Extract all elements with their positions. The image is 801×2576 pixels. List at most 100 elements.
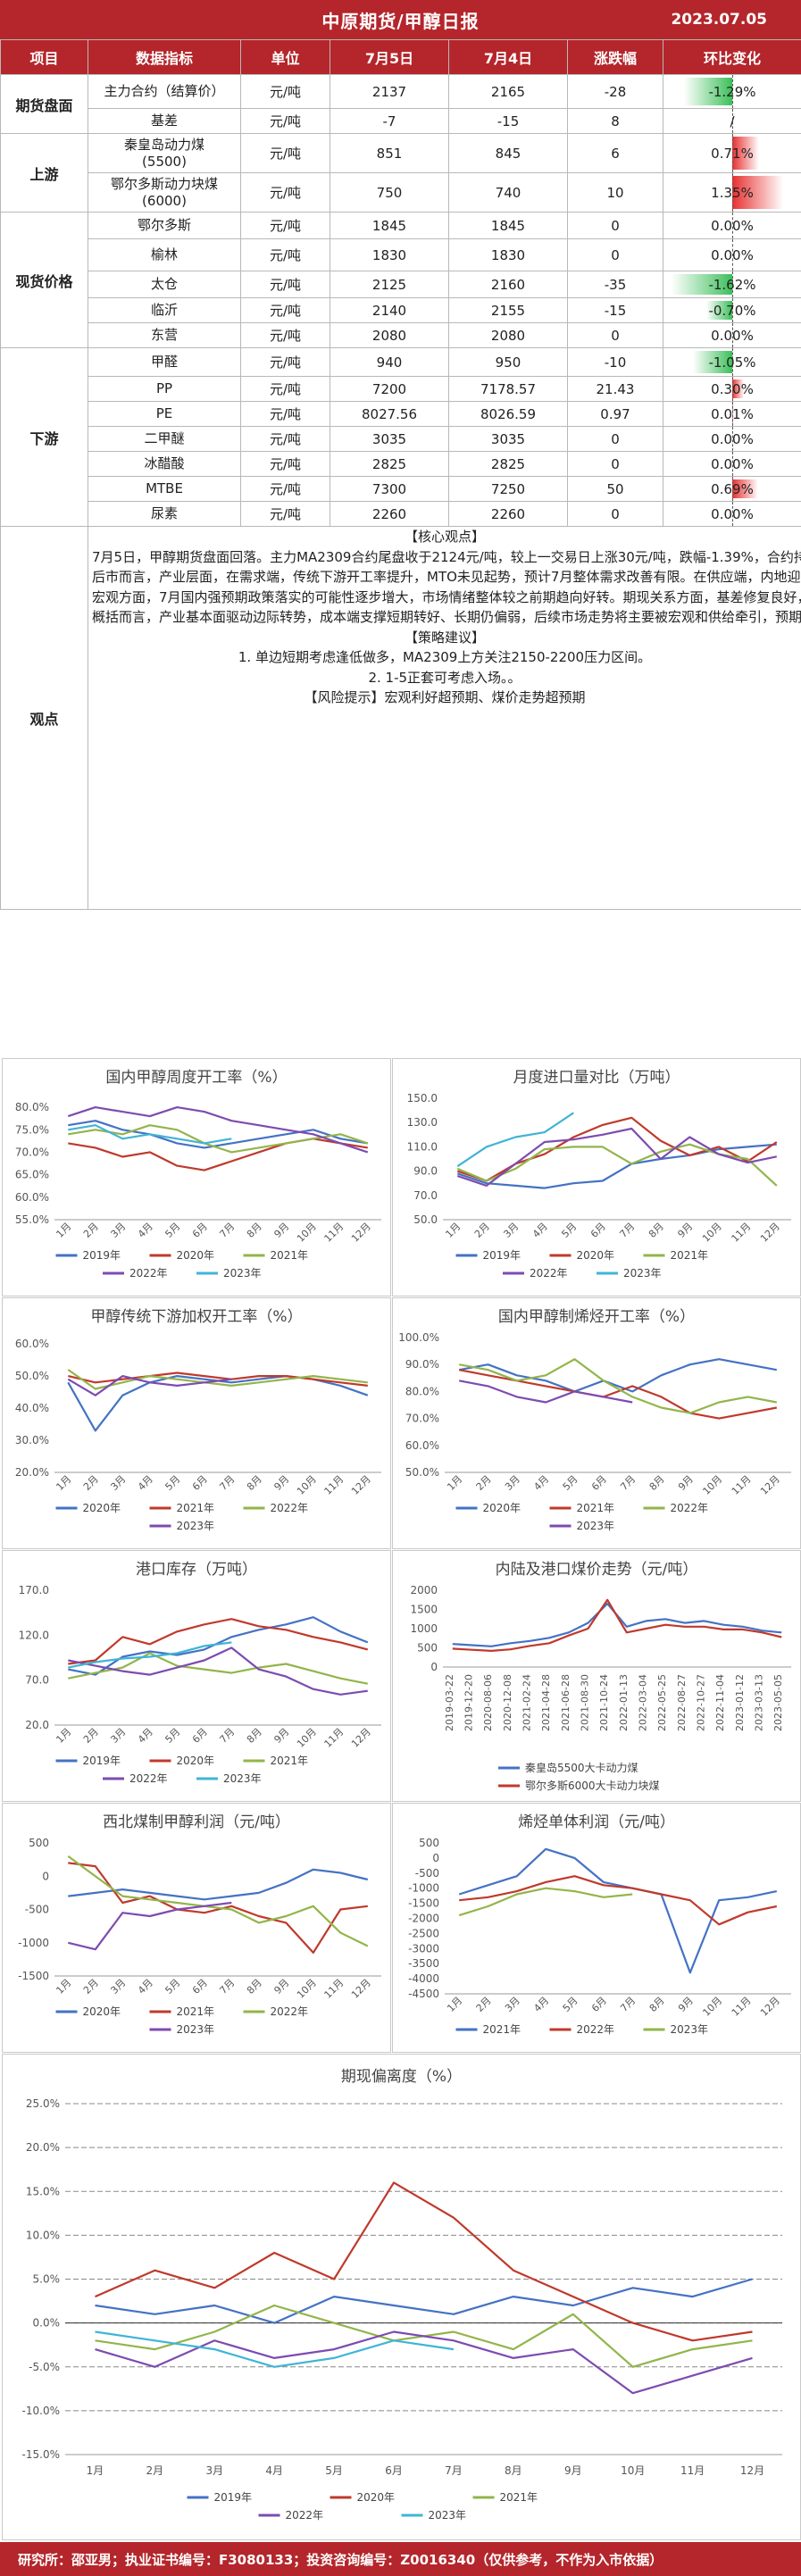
y-tick-label: -4000 [408,1972,439,1985]
table-row: 二甲醚 元/吨 3035 3035 0 0.00% [1,426,801,452]
cell-chg: 8 [567,108,663,134]
series-line [95,2330,455,2368]
series-line [68,1652,369,1685]
y-tick-label: -3000 [408,1942,439,1955]
x-tick-label: 8月 [505,2464,522,2477]
cell-d1: 2260 [330,501,449,527]
x-tick-label: 2021-04-28 [540,1674,552,1731]
legend-label: 2023年 [577,1520,615,1532]
axis-line [732,502,733,526]
y-tick-label: 15.0% [26,2185,60,2197]
y-tick-label: 80.0% [15,1101,49,1113]
x-tick-label: 7月 [217,1221,237,1240]
cell-name: 基差 [88,108,241,134]
cell-unit: 元/吨 [240,451,330,477]
y-tick-label: 50.0 [413,1213,438,1226]
x-tick-label: 2020-08-06 [482,1674,494,1731]
series-line [452,1602,782,1647]
y-tick-label: 130.0 [407,1116,438,1129]
cell-d1: 7200 [330,376,449,402]
y-tick-label: -2500 [408,1927,439,1939]
axis-line [732,75,733,108]
y-tick-label: 500 [29,1837,49,1849]
x-tick-label: 3月 [108,1977,128,1997]
x-tick-label: 11月 [730,1473,754,1497]
legend-label: 2020年 [83,1502,121,1514]
legend-label: 秦皇岛5500大卡动力煤 [525,1761,638,1774]
y-tick-label: 500 [417,1642,438,1655]
table-row: 下游 甲醛 元/吨 940 950 -10 -1.05% [0,347,801,527]
x-tick-label: 5月 [163,1977,182,1997]
x-tick-label: 10月 [700,1221,724,1245]
chart-title: 期现偏离度（%） [341,2068,462,2086]
series-line [68,1124,232,1145]
cell-chg: -35 [567,271,663,298]
table-row: MTBE 元/吨 7300 7250 50 0.69% [1,476,801,502]
legend-label: 2022年 [286,2509,324,2522]
x-tick-label: 9月 [675,1221,695,1240]
legend-label: 2023年 [223,1267,262,1280]
pct-label: 0.71% [711,145,754,162]
pct-label: 1.35% [711,184,754,201]
cell-d1: 2125 [330,271,449,298]
legend-label: 2023年 [223,1772,262,1785]
series-line [68,1641,232,1669]
axis-line [732,348,733,376]
x-tick-label: 10月 [295,1977,319,2001]
cell-chg: 0 [567,451,663,477]
charts-area: 国内甲醇周度开工率（%） 80.0% 75.0% 70.0% 65.0% 60.0% 55.… [0,1058,801,2540]
cell-chg: 0 [567,426,663,452]
cell-unit: 元/吨 [240,322,330,348]
x-tick-label: 4月 [136,1473,155,1493]
table-header-row: 项目 数据指标 单位 7月5日 7月4日 涨跌幅 环比变化 [0,39,801,75]
x-tick-label: 9月 [676,1995,696,2014]
legend-label: 2022年 [271,2005,309,2018]
y-tick-label: 70.0 [25,1674,49,1687]
view-paragraph: 1. 单边短期考虑逢低做多，MA2309上方关注2150-2200压力区间。 [238,649,652,665]
y-tick-label: 75.0% [15,1123,49,1136]
cell-pct: 0.01% [663,401,801,427]
legend-label: 2023年 [429,2509,467,2522]
x-tick-label: 1月 [54,1977,73,1997]
table-row: 上游 秦皇岛动力煤 (5500) 元/吨 851 845 6 0.71% [0,133,801,213]
y-tick-label: 30.0% [15,1434,49,1446]
x-tick-label: 3月 [108,1726,128,1746]
cell-name: 太仓 [88,271,241,298]
x-tick-label: 11月 [680,2464,705,2477]
y-tick-label: 10.0% [26,2229,60,2241]
x-tick-label: 11月 [322,1977,346,2001]
pct-label: 0.00% [711,455,754,472]
change-bar [732,479,758,498]
view-paragraph: 宏观方面，7月国内强预期政策落实的可能性逐步增大，市场情绪整体较之前期趋向好转。… [92,588,801,605]
change-bar [732,379,744,398]
cell-pct: 0.30% [663,376,801,402]
change-bar [671,274,732,295]
x-tick-label: 4月 [136,1977,155,1997]
cell-d1: 1845 [330,212,449,239]
y-tick-label: 20.0% [15,1466,49,1479]
x-tick-label: 7月 [617,1221,637,1240]
chart-svg: 内陆及港口煤价走势（元/吨） 2000 1500 1000 500 0 2019-03-22… [410,1561,791,1792]
y-tick-label: 0 [430,1661,438,1673]
x-tick-label: 4月 [531,1995,551,2014]
view-paragraph: 【核心观点】 [404,529,485,545]
y-tick-label: 40.0% [15,1402,49,1414]
series-line [456,1127,778,1187]
cell-d2: 2825 [448,451,568,477]
axis-line [732,323,733,347]
x-tick-label: 2月 [146,2464,164,2477]
cell-unit: 元/吨 [240,401,330,427]
axis-line [732,239,733,271]
x-tick-label: 5月 [561,1473,580,1493]
series-line [68,1138,368,1171]
table-row: 鄂尔多斯动力块煤 (6000) 元/吨 750 740 10 1.35% [1,172,801,213]
pct-label: 0.00% [711,217,754,234]
legend-label: 2022年 [129,1772,168,1785]
cell-chg: 0 [567,212,663,239]
x-tick-label: 6月 [588,1221,608,1240]
chart-svg: 西北煤制甲醇利润（元/吨） 500 0 -500 -1000 -1500 1月 2月 3月 4月 5… [18,1813,381,2036]
y-tick-label: 90.0% [405,1358,439,1371]
y-tick-label: 1000 [410,1622,438,1635]
y-tick-label: 20.0 [25,1719,49,1731]
cell-d2: 2165 [448,74,568,109]
